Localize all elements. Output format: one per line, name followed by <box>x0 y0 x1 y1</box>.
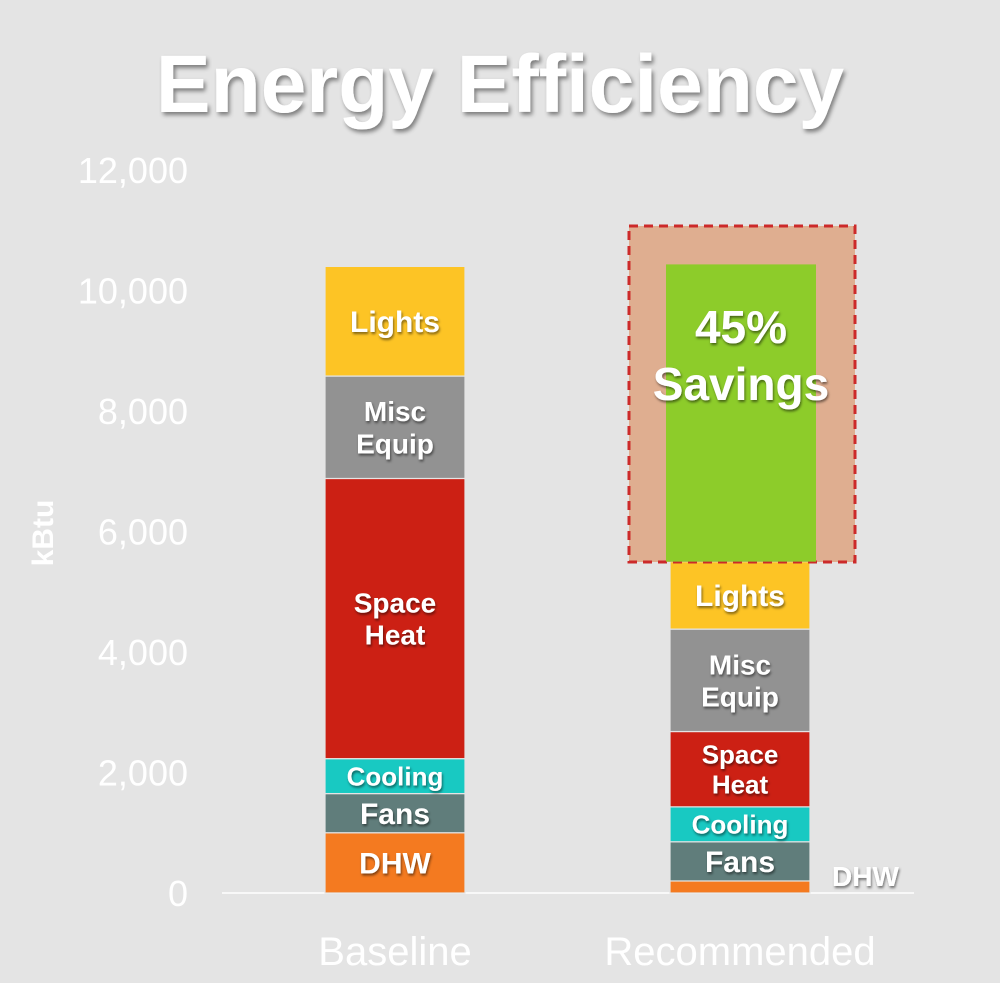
y-tick-label: 2,000 <box>98 753 188 794</box>
y-tick-label: 0 <box>168 873 188 914</box>
x-category-label: Recommended <box>604 930 875 974</box>
x-category-label: Baseline <box>318 930 471 974</box>
bar-segment-space-heat <box>669 730 811 808</box>
y-tick-label: 10,000 <box>78 271 188 312</box>
segment-label-space-heat: Space Heat <box>702 740 779 800</box>
bar-segment-dhw <box>669 880 811 894</box>
y-axis-ticks: 0 2,000 4,000 6,000 8,000 10,000 12,000 <box>78 150 188 914</box>
y-tick-label: 12,000 <box>78 150 188 191</box>
outside-label-dhw: DHW <box>832 861 899 892</box>
savings-bar <box>666 264 816 562</box>
bar-segment-lights <box>669 561 811 630</box>
segment-label-lights: Lights <box>350 306 440 339</box>
segment-label-space-heat: Space Heat <box>354 588 437 651</box>
y-tick-label: 4,000 <box>98 632 188 673</box>
bar-segment-dhw <box>324 832 466 894</box>
bar-segment-fans <box>669 841 811 882</box>
chart-title: Energy Efficiency <box>156 39 845 130</box>
bar-segment-space-heat <box>324 477 466 760</box>
segment-label-misc-equip: Misc Equip <box>701 649 779 712</box>
savings-percent-label: 45% <box>695 301 787 353</box>
x-axis-categories: Baseline Recommended <box>318 930 875 974</box>
segment-label-cooling: Cooling <box>692 810 789 840</box>
y-axis-label: kBtu <box>27 500 60 567</box>
segment-label-dhw: DHW <box>359 848 431 881</box>
bar-segment-cooling <box>669 806 811 843</box>
savings-callout: 45%Savings <box>627 224 857 564</box>
segment-label-fans: Fans <box>360 798 430 831</box>
bar-segment-misc-equip <box>324 375 466 480</box>
bar-segment-fans <box>324 792 466 834</box>
bar-stack-recommended: Fans Cooling Space Heat Misc Equip Lights 45%Sa… <box>627 224 857 894</box>
y-tick-label: 6,000 <box>98 512 188 553</box>
bar-segment-misc-equip <box>669 628 811 733</box>
bar-segment-lights <box>324 265 466 377</box>
segment-label-lights: Lights <box>695 580 785 613</box>
bar-stack-baseline: DHW Fans Cooling Space Heat Misc Equip Lights <box>324 265 466 894</box>
y-tick-label: 8,000 <box>98 391 188 432</box>
segment-label-fans: Fans <box>705 846 775 879</box>
segment-label-misc-equip: Misc Equip <box>356 396 434 459</box>
savings-text-label: Savings <box>653 358 829 410</box>
segment-label-cooling: Cooling <box>347 761 444 791</box>
